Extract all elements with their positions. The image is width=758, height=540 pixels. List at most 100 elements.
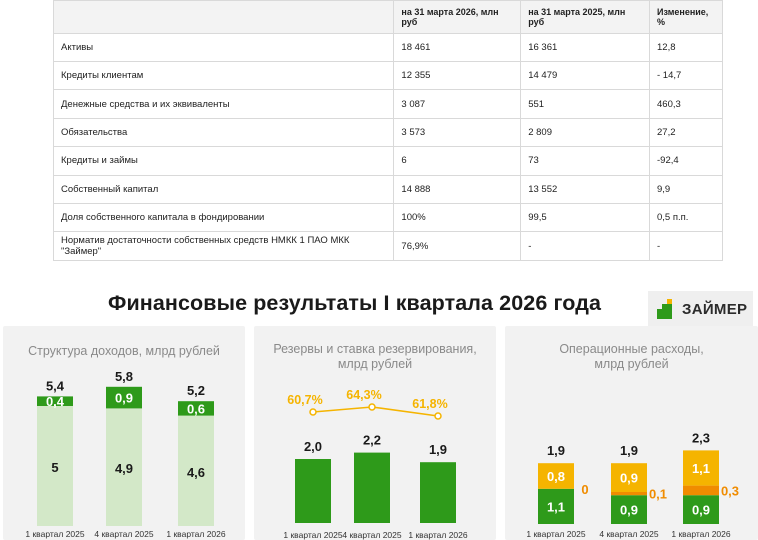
table-cell: 16 361: [520, 33, 650, 62]
category-label: 4 квартал 2025: [342, 530, 402, 540]
bar-segment-base: [37, 406, 73, 526]
table-header-cell: [52, 0, 395, 34]
category-label: 1 квартал 2025: [283, 530, 343, 540]
data-label: 0,9: [620, 503, 638, 518]
table-cell: -: [649, 231, 723, 261]
table-cell: 14 888: [393, 174, 522, 204]
chart-title: Структура доходов, млрд рублей: [28, 344, 220, 358]
zaimer-logo: ЗАЙМЕР: [648, 291, 753, 327]
table-cell: 6: [393, 146, 522, 176]
category-label: 1 квартал 2026: [166, 529, 226, 539]
table-header-cell: Изменение, %: [649, 0, 723, 34]
category-label: 1 квартал 2026: [671, 529, 731, 539]
table-header-cell: на 31 марта 2026, млн руб: [393, 0, 522, 34]
table-row: Норматив достаточности собственных средс…: [52, 231, 723, 261]
data-label: 2,2: [363, 433, 381, 448]
line-point: [368, 403, 376, 411]
table-cell: 12 355: [393, 60, 522, 91]
category-label: 4 квартал 2025: [94, 529, 154, 539]
table-cell: 3 087: [393, 89, 522, 119]
total-label: 2,3: [692, 430, 710, 445]
opex-segment-a: [538, 488, 574, 524]
table-cell: Кредиты клиентам: [52, 60, 395, 91]
table-cell: 460,3: [649, 89, 723, 119]
table-header-row: на 31 марта 2026, млн руб на 31 марта 20…: [52, 0, 723, 34]
opex-segment-a: [683, 495, 719, 524]
data-label: 0,6: [187, 401, 205, 416]
category-label: 1 квартал 2025: [25, 529, 85, 539]
opex-segment-b: [683, 485, 719, 496]
opex-segment-c: [611, 463, 647, 492]
section-title: Финансовые результаты I квартала 2026 го…: [108, 291, 601, 315]
rate-label: 64,3%: [346, 388, 381, 402]
chart-title: Резервы и ставка резервирования, млрд ру…: [273, 342, 477, 371]
data-label: 0: [581, 482, 588, 497]
table-cell: 27,2: [649, 117, 723, 148]
income-structure-chart: 5 0,45,4 1 квартал 2025 4,9 0,9 5,8 4 квартал …: [25, 369, 226, 539]
reserve-bar: [354, 452, 390, 523]
opex-segment-c: [683, 450, 719, 486]
total-label: 1,9: [620, 443, 638, 458]
opex-segment-b: [611, 492, 647, 496]
table-cell: 76,9%: [393, 231, 522, 261]
data-label: 0,9: [115, 391, 133, 406]
table-cell: 551: [520, 89, 650, 119]
table-row: Кредиты клиентам 12 355 14 479 - 14,7: [52, 60, 723, 91]
table-cell: 13 552: [520, 174, 650, 204]
table-cell: 99,5: [520, 202, 650, 233]
bar-segment-base: [178, 415, 214, 526]
data-label: 5: [51, 460, 58, 475]
table-cell: -92,4: [649, 146, 723, 176]
bar-segment-other: [178, 401, 214, 416]
table-cell: Денежные средства и их эквиваленты: [52, 89, 395, 119]
line-point: [434, 412, 442, 420]
bar-segment-base: [106, 408, 142, 526]
data-label: 4,6: [187, 465, 205, 480]
table-cell: Активы: [52, 33, 395, 62]
table-cell: 18 461: [393, 33, 522, 62]
table-row: Кредиты и займы 6 73 -92,4: [52, 146, 723, 176]
opex-panel: Операционные расходы, млрд рублей 1,1 0,8…: [505, 326, 758, 540]
logo-text: ЗАЙМЕР: [682, 300, 748, 318]
bar-segment-other: [37, 396, 73, 406]
table-cell: Норматив достаточности собственных средс…: [52, 231, 395, 261]
data-label: 4,9: [115, 461, 133, 476]
data-label: 2,0: [304, 439, 322, 454]
rate-label: 61,8%: [412, 397, 447, 411]
total-label: 5,2: [187, 383, 205, 398]
table-cell: 14 479: [520, 60, 650, 91]
table-cell: 100%: [393, 202, 522, 233]
data-label: 1,1: [692, 461, 710, 476]
table-row: Собственный капитал 14 888 13 552 9,9: [52, 174, 723, 204]
opex-segment-a: [611, 495, 647, 524]
reserves-panel: Резервы и ставка резервирования, млрд ру…: [254, 326, 496, 540]
data-label: 0,4: [46, 394, 65, 409]
rate-label: 60,7%: [287, 393, 322, 407]
data-label: 0,1: [649, 487, 667, 502]
table-row: Обязательства 3 573 2 809 27,2: [52, 117, 723, 148]
data-label: 1,9: [429, 442, 447, 457]
total-label: 5,4: [46, 378, 65, 393]
data-label: 0,8: [547, 469, 565, 484]
total-label: 1,9: [547, 443, 565, 458]
category-label: 4 квартал 2025: [599, 529, 659, 539]
table-header-cell: на 31 марта 2025, млн руб: [520, 0, 650, 34]
table-cell: - 14,7: [649, 60, 723, 91]
table-cell: 3 573: [393, 117, 522, 148]
logo-mark-icon: [657, 299, 677, 319]
income-structure-panel: Структура доходов, млрд рублей 5 0,4 5,4 1 …: [3, 326, 245, 540]
line-point: [309, 408, 317, 416]
opex-segment-c: [538, 463, 574, 489]
table-cell: 0,5 п.п.: [649, 202, 723, 233]
bar-segment-other: [106, 386, 142, 409]
table-cell: Кредиты и займы: [52, 146, 395, 176]
table-cell: 12,8: [649, 33, 723, 62]
table-cell: Доля собственного капитала в фондировани…: [52, 202, 395, 233]
data-label: 0,3: [721, 483, 739, 498]
table-row: Активы 18 461 16 361 12,8: [52, 33, 723, 62]
data-label: 1,1: [547, 499, 565, 514]
chart-title: Операционные расходы, млрд рублей: [559, 342, 704, 371]
financial-table: на 31 марта 2026, млн руб на 31 марта 20…: [52, 0, 723, 261]
total-label: 5,8: [115, 369, 133, 384]
table-cell: 9,9: [649, 174, 723, 204]
